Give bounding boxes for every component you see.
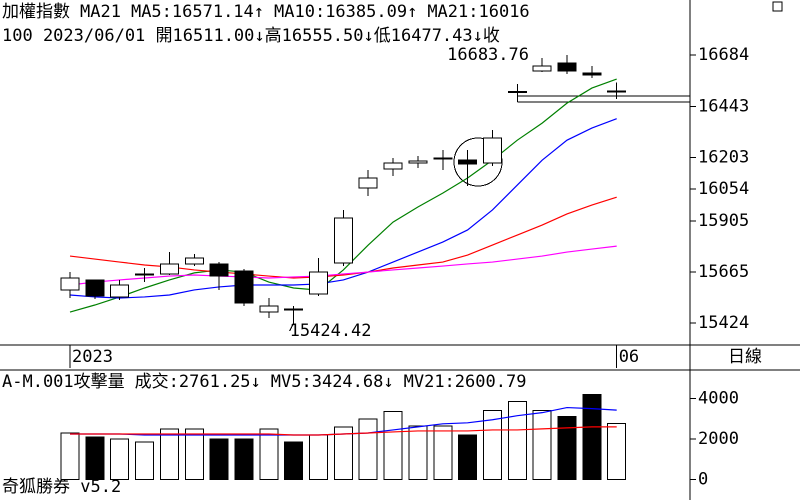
candle-body — [607, 90, 627, 93]
volume-bar — [309, 434, 328, 481]
volume-bar — [482, 410, 502, 481]
y-tick-label: 15424 — [698, 313, 749, 333]
y-tick-label: 16203 — [698, 147, 749, 167]
info-line: 100 2023/06/01 開16511.00↓高16555.50↓低1647… — [2, 26, 500, 46]
volume-bar — [433, 425, 453, 481]
volume-bar — [458, 434, 478, 481]
candle-body — [209, 263, 229, 277]
candle-body — [85, 279, 105, 297]
footer: 奇狐勝券 v5.2 — [2, 477, 121, 497]
volume-bar — [408, 425, 428, 481]
volume-bar — [159, 428, 179, 481]
volume-bar — [234, 438, 254, 481]
y-tick-label: 2000 — [698, 429, 739, 449]
volume-bar — [85, 436, 105, 481]
legend-entry: MA5:16571.14↑ — [131, 2, 264, 22]
volume-bar — [358, 418, 378, 481]
candle-body — [507, 90, 527, 93]
y-tick-label: 16054 — [698, 179, 749, 199]
high-annotation: 16683.76 — [447, 45, 529, 65]
candle-body — [358, 177, 378, 189]
volume-bar — [209, 438, 229, 481]
y-tick-label: 0 — [698, 470, 708, 490]
candle-body — [458, 159, 478, 165]
chart-subtitle: MA21 — [80, 2, 121, 22]
candle-body — [135, 273, 155, 276]
candle-body — [184, 257, 204, 265]
candle-body — [309, 271, 328, 295]
header: 100 2023/06/01 開16511.00↓高16555.50↓低1647… — [2, 2, 530, 392]
volume-bar — [532, 410, 552, 481]
volume-bar — [383, 411, 403, 481]
volume-bar — [284, 441, 304, 481]
candle-body — [333, 217, 353, 264]
low-annotation: 15424.42 — [290, 321, 372, 341]
candle-body — [433, 157, 453, 160]
volume-bar — [259, 428, 279, 481]
volume-bar — [135, 441, 155, 481]
chart-title: A-M.001攻擊量 — [2, 372, 125, 392]
legend-entry: MV21:2600.79 — [404, 372, 527, 392]
candle-body — [482, 137, 502, 164]
legend-entry: MA10:16385.09↑ — [274, 2, 417, 22]
x-tick-label: 2023 — [72, 347, 113, 367]
mv-line — [70, 426, 617, 436]
candle-body — [60, 277, 80, 291]
y-tick-label: 15905 — [698, 211, 749, 231]
candle-body — [159, 263, 179, 275]
period-label: 日線 — [728, 347, 762, 367]
volume-bar — [333, 426, 353, 481]
ma-line — [69, 245, 617, 286]
y-tick-label: 16684 — [698, 45, 749, 65]
candle-body — [383, 162, 403, 170]
volume-bar — [60, 432, 80, 481]
legend-entry: MV5:3424.68↓ — [271, 372, 394, 392]
ma-line — [69, 118, 617, 299]
candle-body — [532, 65, 552, 72]
chart-title: 加權指數 — [2, 2, 70, 22]
legend-entry: 成交:2761.25↓ — [135, 372, 261, 392]
y-tick-label: 16443 — [698, 96, 749, 116]
volume-bar — [110, 438, 130, 481]
volume-bar — [582, 393, 602, 481]
y-tick-label: 15665 — [698, 262, 749, 282]
volume-bar — [507, 400, 527, 481]
x-tick-label: 06 — [619, 347, 639, 367]
volume-bar — [184, 428, 204, 481]
candle-body — [259, 305, 279, 313]
window-icon[interactable] — [772, 1, 783, 12]
ma-line — [69, 78, 617, 313]
candle-body — [557, 62, 577, 72]
y-tick-label: 4000 — [698, 388, 739, 408]
volume-bar — [557, 416, 577, 481]
highlight-circle — [453, 137, 503, 187]
candle-body — [234, 270, 254, 304]
legend-entry: MA21:16016 — [427, 2, 529, 22]
low-pointer — [289, 322, 295, 332]
volume-bar — [607, 423, 627, 481]
candle-body — [110, 284, 130, 298]
candle-body — [582, 72, 602, 76]
candle-body — [408, 160, 428, 164]
candle-body — [284, 308, 304, 311]
